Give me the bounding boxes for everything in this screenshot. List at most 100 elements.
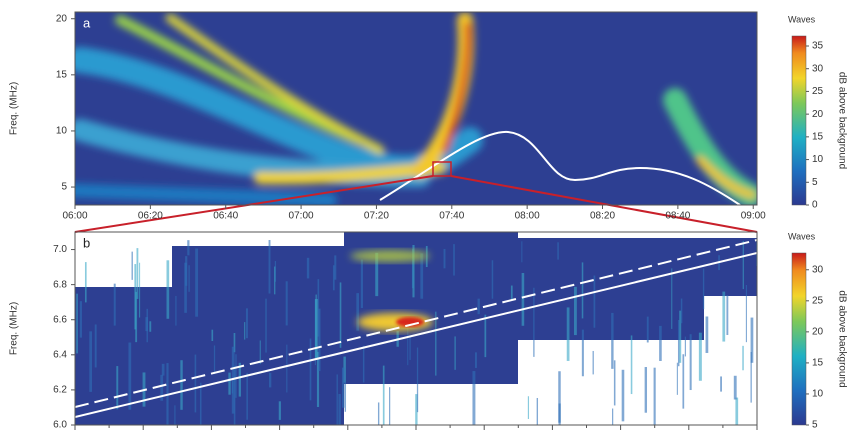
texture <box>742 240 744 290</box>
panel-label: b <box>83 235 90 250</box>
texture <box>581 329 584 377</box>
texture <box>454 336 456 370</box>
texture <box>188 265 190 292</box>
texture <box>477 298 480 315</box>
colorbar-tick-label: 25 <box>812 295 824 306</box>
colorbar-tick-label: 30 <box>812 264 824 275</box>
texture <box>750 352 752 403</box>
texture <box>332 265 335 291</box>
texture <box>680 298 683 324</box>
texture <box>318 308 321 372</box>
texture <box>621 369 625 422</box>
texture <box>382 365 385 425</box>
texture <box>356 293 359 331</box>
texture <box>116 366 119 410</box>
y-tick-label: 7.0 <box>53 244 67 255</box>
texture <box>491 260 494 299</box>
texture <box>339 282 342 348</box>
texture <box>689 334 692 391</box>
texture <box>175 295 177 326</box>
texture <box>278 401 281 420</box>
texture <box>653 367 656 425</box>
x-tick-label: 07:40 <box>439 211 464 222</box>
panel-label: a <box>83 15 91 30</box>
texture <box>187 240 190 256</box>
texture <box>521 273 525 326</box>
texture <box>409 335 411 360</box>
texture <box>733 375 737 400</box>
texture <box>317 279 320 337</box>
texture <box>343 356 346 383</box>
texture <box>474 352 477 368</box>
colorbar-title: Waves <box>788 14 816 24</box>
y-tick-label: 15 <box>56 69 68 80</box>
texture <box>233 365 236 425</box>
texture <box>484 314 487 358</box>
texture <box>265 298 267 353</box>
y-tick-label: 20 <box>56 13 68 24</box>
colorbar <box>791 35 807 206</box>
texture <box>160 374 164 401</box>
texture <box>113 283 116 326</box>
texture <box>521 241 523 263</box>
texture <box>646 316 649 343</box>
texture <box>705 316 709 353</box>
texture <box>581 262 584 319</box>
texture <box>726 295 729 335</box>
texture <box>195 248 199 317</box>
texture <box>274 261 277 282</box>
texture <box>259 340 261 365</box>
y-tick-label: 6.2 <box>53 385 67 396</box>
texture <box>135 291 138 343</box>
texture <box>76 293 78 354</box>
texture <box>128 342 132 410</box>
texture <box>285 281 288 326</box>
texture <box>742 345 744 371</box>
y-axis-label: Freq. (MHz) <box>9 302 20 355</box>
texture <box>344 381 347 412</box>
texture <box>630 335 633 395</box>
texture <box>166 260 170 319</box>
colorbar-tick-label: 5 <box>812 177 818 188</box>
texture <box>722 291 726 342</box>
texture <box>592 350 594 375</box>
texture <box>174 405 176 425</box>
texture <box>682 354 685 409</box>
texture <box>309 338 312 401</box>
colorbar-tick-label: 0 <box>812 200 818 211</box>
texture <box>238 362 241 397</box>
x-tick-label: 08:00 <box>515 211 540 222</box>
x-tick-label: 06:20 <box>138 211 163 222</box>
colorbar-tick-label: 15 <box>812 131 824 142</box>
texture <box>136 248 139 299</box>
texture <box>235 354 237 398</box>
y-tick-label: 10 <box>56 126 68 137</box>
texture <box>671 268 673 329</box>
y-axis-label: Freq. (MHz) <box>9 82 20 135</box>
texture <box>268 240 271 294</box>
texture <box>286 344 288 393</box>
texture <box>94 324 97 368</box>
texture <box>613 360 616 406</box>
colorbar-tick-label: 20 <box>812 326 824 337</box>
texture <box>676 362 678 395</box>
texture <box>246 372 248 420</box>
colorbar-tick-label: 15 <box>812 358 824 369</box>
texture <box>314 298 318 358</box>
texture <box>750 317 754 363</box>
texture <box>659 325 662 361</box>
colorbar <box>791 252 807 426</box>
texture <box>735 397 739 425</box>
texture <box>306 257 310 279</box>
texture <box>274 266 276 295</box>
texture <box>698 332 702 381</box>
texture <box>533 287 535 357</box>
colorbar-tick-label: 20 <box>812 109 824 120</box>
texture <box>360 259 363 309</box>
x-tick-label: 06:00 <box>62 211 87 222</box>
colorbar-tick-label: 25 <box>812 86 824 97</box>
texture <box>245 308 248 339</box>
texture <box>233 332 236 353</box>
x-tick-label: 06:40 <box>213 211 238 222</box>
texture <box>527 396 530 419</box>
